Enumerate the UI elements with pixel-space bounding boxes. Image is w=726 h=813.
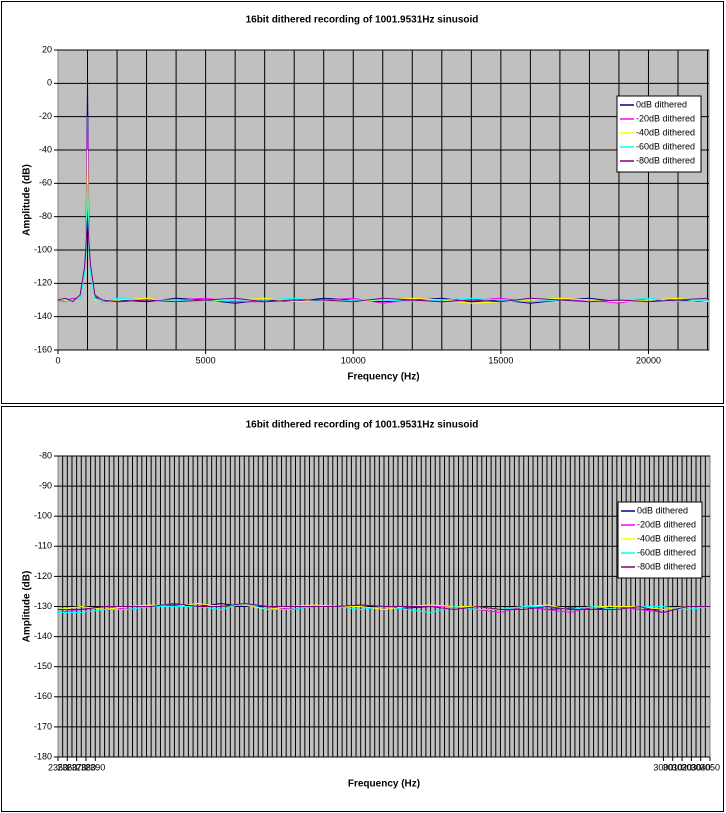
x-axis-label: Frequency (Hz) [347, 372, 419, 383]
x-tick-label: 2370 [67, 762, 87, 772]
y-tick-label: -140 [34, 631, 52, 641]
legend-box [616, 95, 702, 173]
x-tick-label: 2390 [85, 762, 105, 772]
y-tick-label: -170 [34, 721, 52, 731]
legend-label: -40dB dithered [636, 127, 695, 137]
x-tick-label: 3020 [672, 762, 692, 772]
legend-label: -60dB dithered [637, 547, 696, 557]
plot-area [57, 49, 710, 351]
x-tick-label: 2350 [48, 762, 68, 772]
x-tick-label: 2380 [76, 762, 96, 772]
x-tick-label: 3050 [700, 762, 720, 772]
legend-label: 0dB dithered [637, 505, 688, 515]
y-tick-label: -100 [34, 244, 52, 254]
x-tick-label: 15000 [488, 355, 513, 365]
y-tick-label: 0 [47, 78, 52, 88]
y-tick-label: -120 [34, 571, 52, 581]
y-tick-label: -80 [39, 211, 52, 221]
y-tick-label: -120 [34, 278, 52, 288]
y-tick-label: -110 [35, 541, 52, 551]
x-tick-label: 3030 [681, 762, 701, 772]
legend-label: 0dB dithered [636, 99, 687, 109]
y-tick-label: -180 [34, 751, 52, 761]
legend-label: -20dB dithered [636, 113, 695, 123]
x-tick-label: 2360 [57, 762, 77, 772]
x-tick-label: 3000 [653, 762, 673, 772]
y-tick-label: -90 [39, 480, 52, 490]
legend-box [617, 501, 703, 579]
x-tick-label: 20000 [636, 355, 661, 365]
y-tick-label: -140 [34, 311, 52, 321]
legend-label: -80dB dithered [637, 561, 696, 571]
x-axis-label: Frequency (Hz) [348, 779, 420, 790]
y-tick-label: -160 [34, 691, 52, 701]
y-axis-label: Amplitude (dB) [22, 571, 33, 643]
y-tick-label: -150 [34, 661, 52, 671]
legend-label: -60dB dithered [636, 141, 695, 151]
series-line [58, 602, 710, 614]
chart-title: 16bit dithered recording of 1001.9531Hz … [246, 15, 479, 26]
y-tick-label: -20 [39, 111, 52, 121]
y-tick-label: -60 [39, 178, 52, 188]
y-tick-label: -130 [34, 601, 52, 611]
x-tick-label: 5000 [196, 355, 216, 365]
y-tick-label: -100 [34, 511, 52, 521]
x-tick-label: 3040 [691, 762, 711, 772]
y-axis-label: Amplitude (dB) [22, 164, 33, 236]
x-tick-label: 0 [55, 355, 60, 365]
y-tick-label: 20 [42, 44, 52, 54]
series-line [57, 216, 710, 303]
legend-label: -40dB dithered [637, 533, 696, 543]
chart-title: 16bit dithered recording of 1001.9531Hz … [246, 420, 479, 431]
x-tick-label: 3010 [663, 762, 683, 772]
y-tick-label: -40 [39, 144, 52, 154]
x-tick-label: 10000 [341, 355, 366, 365]
y-tick-label: -160 [34, 344, 52, 354]
legend-label: -20dB dithered [637, 519, 696, 529]
legend-label: -80dB dithered [636, 155, 695, 165]
y-tick-label: -80 [39, 450, 52, 460]
